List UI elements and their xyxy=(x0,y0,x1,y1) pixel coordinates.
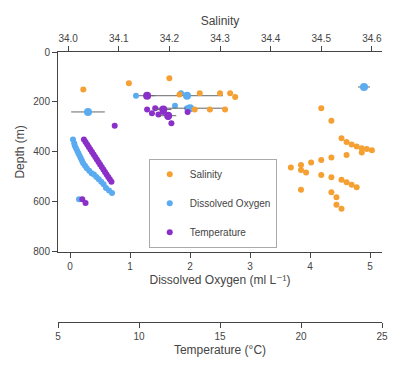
svg-text:25: 25 xyxy=(376,331,388,342)
svg-text:34.4: 34.4 xyxy=(261,33,281,44)
svg-text:10: 10 xyxy=(133,331,145,342)
svg-text:34.0: 34.0 xyxy=(58,33,78,44)
svg-text:600: 600 xyxy=(33,196,50,207)
svg-text:400: 400 xyxy=(33,146,50,157)
svg-text:Temperature (°C): Temperature (°C) xyxy=(174,343,266,357)
svg-text:4: 4 xyxy=(307,261,313,272)
svg-text:Dissolved Oxygen: Dissolved Oxygen xyxy=(190,198,271,209)
svg-text:5: 5 xyxy=(367,261,373,272)
svg-text:Temperature: Temperature xyxy=(190,227,247,238)
svg-text:34.6: 34.6 xyxy=(362,33,382,44)
svg-text:200: 200 xyxy=(33,96,50,107)
svg-text:800: 800 xyxy=(33,246,50,257)
svg-text:1: 1 xyxy=(127,261,133,272)
svg-text:Depth (m): Depth (m) xyxy=(13,125,27,178)
svg-text:34.3: 34.3 xyxy=(210,33,230,44)
svg-text:0: 0 xyxy=(67,261,73,272)
svg-text:34.1: 34.1 xyxy=(109,33,129,44)
svg-text:Salinity: Salinity xyxy=(201,14,240,28)
svg-text:0: 0 xyxy=(44,47,50,58)
svg-text:2: 2 xyxy=(187,261,193,272)
svg-text:Salinity: Salinity xyxy=(190,169,222,180)
svg-text:Dissolved Oxygen (ml L⁻¹): Dissolved Oxygen (ml L⁻¹) xyxy=(149,273,290,287)
svg-text:34.2: 34.2 xyxy=(160,33,180,44)
svg-text:20: 20 xyxy=(295,331,307,342)
svg-text:15: 15 xyxy=(214,331,226,342)
svg-text:3: 3 xyxy=(247,261,253,272)
svg-text:34.5: 34.5 xyxy=(312,33,332,44)
svg-text:5: 5 xyxy=(55,331,61,342)
